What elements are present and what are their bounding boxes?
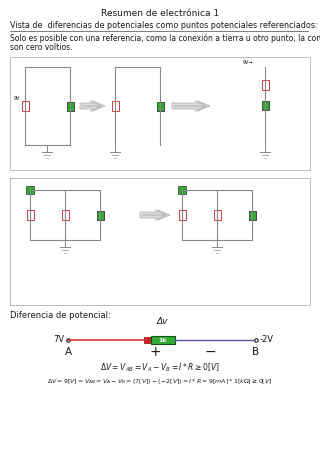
Text: 7V: 7V [53, 334, 64, 343]
Bar [261, 101, 268, 110]
Text: Solo es posible con una referencia, como la conexión a tierra u otro punto, la c: Solo es posible con una referencia, como… [10, 33, 320, 43]
Text: -2V: -2V [260, 334, 274, 343]
Bar [213, 210, 220, 220]
Text: Δv: Δv [156, 318, 168, 327]
Bar [26, 186, 34, 194]
Text: $\Delta V = V_{AB} = V_A - V_B = I * R \geq 0[V]$: $\Delta V = V_{AB} = V_A - V_B = I * R \… [100, 362, 220, 374]
Text: $\Delta V = 9[V] = V_{AB} = V_A - V_B = (7[V]) - (-2[V]) = I * R = 9[mA] * 1[k\O: $\Delta V = 9[V] = V_{AB} = V_A - V_B = … [47, 377, 273, 386]
Bar [61, 210, 68, 220]
Bar [178, 186, 186, 194]
Bar [151, 336, 175, 344]
Text: 9V: 9V [14, 96, 20, 101]
Bar [97, 211, 103, 220]
Text: 9V→: 9V→ [243, 61, 253, 66]
Text: −: − [204, 345, 216, 359]
Bar [179, 210, 186, 220]
Text: B: B [252, 347, 260, 357]
Bar [27, 210, 34, 220]
Bar [10, 57, 310, 170]
Bar [10, 178, 310, 305]
Text: Vista de  diferencias de potenciales como puntos potenciales referenciados:: Vista de diferencias de potenciales como… [10, 21, 318, 30]
Text: Diferencia de potencial:: Diferencia de potencial: [10, 312, 111, 321]
Text: +: + [149, 345, 161, 359]
Text: son cero voltios.: son cero voltios. [10, 43, 73, 53]
Polygon shape [172, 101, 210, 111]
Text: A: A [64, 347, 72, 357]
Polygon shape [80, 101, 105, 111]
Bar [261, 80, 268, 90]
Bar [156, 101, 164, 111]
Bar [21, 101, 28, 111]
Bar [111, 101, 118, 111]
Bar [144, 337, 150, 343]
Bar [67, 101, 74, 111]
Text: Resumen de electrónica 1: Resumen de electrónica 1 [101, 10, 219, 19]
Text: 1k: 1k [159, 337, 167, 342]
Polygon shape [140, 210, 170, 220]
Bar [249, 211, 255, 220]
